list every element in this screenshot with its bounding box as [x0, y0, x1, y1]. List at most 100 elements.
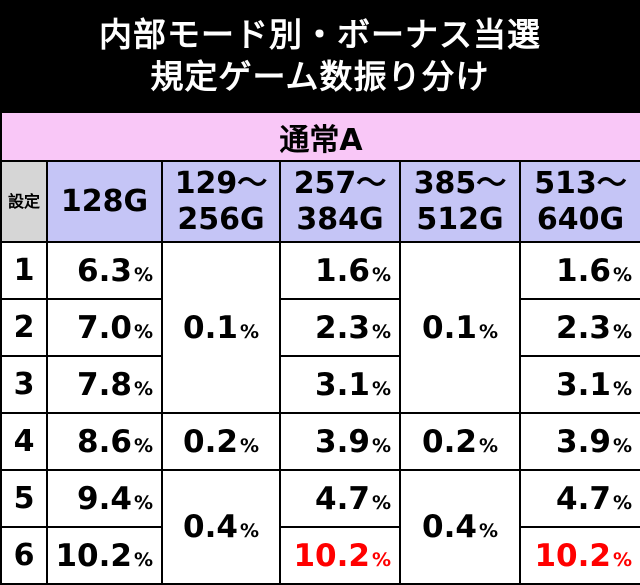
percent-sign: %: [612, 434, 632, 457]
value-number: 10.2: [55, 537, 132, 574]
percent-sign: %: [239, 320, 259, 343]
header-385-512g-bottom: 512G: [416, 201, 504, 237]
header-513-640g-bottom: 640G: [536, 201, 625, 237]
header-setting: 設定: [0, 160, 48, 243]
value-cell: 10.2%: [46, 526, 163, 585]
page-title: 内部モード別・ボーナス当選 規定ゲーム数振り分け: [0, 0, 640, 111]
value-number: 6.3: [77, 252, 132, 289]
value-cell: 3.9%: [519, 412, 640, 471]
percent-sign: %: [371, 548, 391, 571]
value-cell: 8.6%: [46, 412, 163, 471]
percent-sign: %: [133, 434, 153, 457]
value-cell: 4.7%: [279, 469, 401, 528]
value-number: 0.2: [422, 423, 477, 460]
setting-cell: 2: [0, 298, 48, 357]
value-number: 9.4: [77, 480, 132, 517]
value-number: 3.1: [556, 366, 611, 403]
value-cell-merged: 0.1%: [399, 241, 521, 414]
value-number: 4.7: [556, 480, 611, 517]
header-257-384g-top: 257～: [293, 165, 387, 201]
setting-cell: 3: [0, 355, 48, 414]
header-129-256g-bottom: 256G: [177, 201, 265, 237]
value-cell: 6.3%: [46, 241, 163, 300]
value-cell-merged: 0.4%: [161, 469, 281, 585]
value-number: 1.6: [315, 252, 370, 289]
value-number: 10.2: [534, 537, 611, 574]
percent-sign: %: [133, 377, 153, 400]
value-number: 0.4: [422, 509, 477, 545]
value-number: 7.0: [77, 309, 132, 346]
value-number: 0.1: [183, 309, 238, 346]
percent-sign: %: [133, 320, 153, 343]
table-row: 6 10.2% 10.2% 10.2%: [0, 526, 640, 585]
header-385-512g: 385～ 512G: [399, 160, 521, 243]
value-cell: 7.8%: [46, 355, 163, 414]
setting-cell: 1: [0, 241, 48, 300]
value-number: 7.8: [77, 366, 132, 403]
value-cell: 3.1%: [279, 355, 401, 414]
value-cell: 0.2%: [161, 412, 281, 471]
header-513-640g: 513～ 640G: [519, 160, 640, 243]
header-row: 設定 128G 129～ 256G 257～ 384G 385～ 512G 51…: [0, 160, 640, 243]
mode-label: 通常A: [0, 111, 640, 162]
table-row: 3 7.8% 3.1% 3.1%: [0, 355, 640, 414]
value-cell: 1.6%: [519, 241, 640, 300]
header-257-384g: 257～ 384G: [279, 160, 401, 243]
value-cell: 0.2%: [399, 412, 521, 471]
value-number: 0.4: [183, 509, 238, 545]
percent-sign: %: [371, 377, 391, 400]
value-cell: 9.4%: [46, 469, 163, 528]
value-cell: 3.1%: [519, 355, 640, 414]
value-cell-merged: 0.1%: [161, 241, 281, 414]
value-number: 2.3: [556, 309, 611, 346]
value-number: 10.2: [293, 537, 370, 574]
mode-row: 通常A: [0, 111, 640, 162]
table-row: 5 9.4% 0.4% 4.7% 0.4% 4.7%: [0, 469, 640, 585]
header-129-256g: 129～ 256G: [161, 160, 281, 243]
percent-sign: %: [371, 491, 391, 514]
value-cell: 2.3%: [279, 298, 401, 357]
percent-sign: %: [612, 491, 632, 514]
value-number: 0.1: [422, 309, 477, 346]
percent-sign: %: [133, 548, 153, 571]
header-257-384g-bottom: 384G: [296, 201, 384, 237]
value-cell: 1.6%: [279, 241, 401, 300]
value-number: 3.9: [556, 423, 611, 460]
table-row: 4 8.6% 0.2% 3.9% 0.2% 3.9%: [0, 412, 640, 471]
percent-sign: %: [133, 263, 153, 286]
value-cell: 4.7%: [519, 469, 640, 528]
value-number: 3.9: [315, 423, 370, 460]
percent-sign: %: [478, 434, 498, 457]
value-cell-merged: 0.4%: [399, 469, 521, 585]
percent-sign: %: [478, 320, 498, 343]
title-line-1: 内部モード別・ボーナス当選: [99, 14, 541, 54]
percent-sign: %: [612, 548, 632, 571]
value-number: 1.6: [556, 252, 611, 289]
value-number: 0.2: [183, 423, 238, 460]
value-cell: 2.3%: [519, 298, 640, 357]
value-number: 4.7: [315, 480, 370, 517]
value-cell: 3.9%: [279, 412, 401, 471]
header-128g: 128G: [46, 160, 163, 243]
distribution-table: 通常A 設定 128G 129～ 256G 257～ 384G 385～ 512…: [0, 111, 640, 585]
header-129-256g-top: 129～: [174, 165, 268, 201]
value-cell-highlight: 10.2%: [519, 526, 640, 585]
table-row: 1 6.3% 0.1% 1.6% 0.1% 1.6%: [0, 241, 640, 414]
percent-sign: %: [612, 320, 632, 343]
title-line-2: 規定ゲーム数振り分け: [150, 56, 490, 96]
table-row: 2 7.0% 2.3% 2.3%: [0, 298, 640, 357]
value-number: 2.3: [315, 309, 370, 346]
percent-sign: %: [239, 520, 259, 542]
percent-sign: %: [371, 320, 391, 343]
percent-sign: %: [239, 434, 259, 457]
percent-sign: %: [612, 263, 632, 286]
percent-sign: %: [371, 434, 391, 457]
setting-cell: 6: [0, 526, 48, 585]
value-cell-highlight: 10.2%: [279, 526, 401, 585]
value-number: 8.6: [77, 423, 132, 460]
value-number: 3.1: [315, 366, 370, 403]
header-513-640g-top: 513～: [534, 165, 627, 201]
header-385-512g-top: 385～: [413, 165, 507, 201]
percent-sign: %: [133, 491, 153, 514]
percent-sign: %: [478, 520, 498, 542]
